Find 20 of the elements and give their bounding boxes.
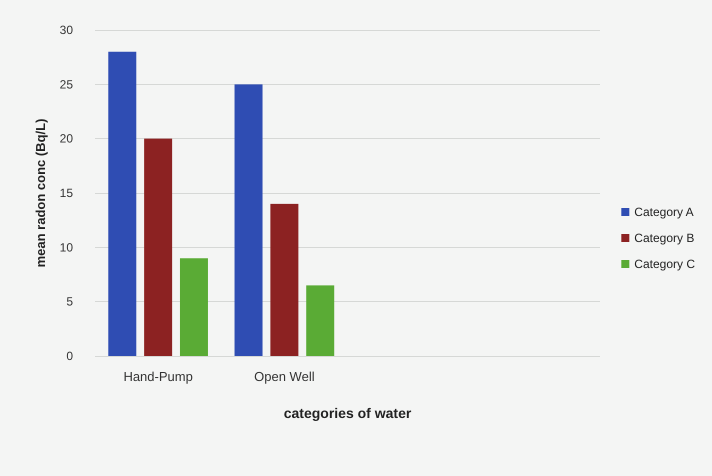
y-tick-label: 20: [60, 132, 74, 146]
y-tick-label: 15: [60, 186, 74, 200]
bar: [144, 138, 172, 356]
x-tick-label: Hand-Pump: [123, 369, 193, 384]
legend-label: Category A: [634, 205, 694, 219]
x-axis-title: categories of water: [284, 405, 412, 421]
y-tick-label: 0: [66, 349, 74, 363]
legend-label: Category C: [634, 257, 696, 271]
y-tick-label: 30: [60, 23, 74, 37]
y-tick-label: 5: [66, 294, 74, 309]
legend-label: Category B: [634, 231, 694, 245]
bar: [306, 285, 334, 356]
bar: [180, 258, 208, 356]
bar: [234, 84, 263, 356]
y-tick-label: 25: [60, 77, 74, 92]
y-tick-label: 10: [60, 240, 74, 254]
x-tick-label: Open Well: [254, 369, 315, 384]
bar: [108, 52, 136, 356]
y-axis-title: mean radon conc (Bq/L): [33, 118, 48, 268]
bar: [270, 204, 298, 356]
